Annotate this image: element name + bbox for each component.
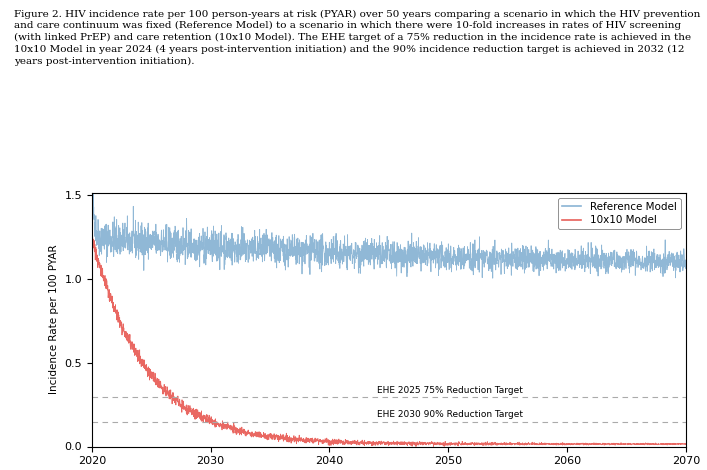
Y-axis label: Incidence Rate per 100 PYAR: Incidence Rate per 100 PYAR <box>49 245 59 394</box>
Text: EHE 2025 75% Reduction Target: EHE 2025 75% Reduction Target <box>377 385 523 395</box>
Legend: Reference Model, 10x10 Model: Reference Model, 10x10 Model <box>559 198 681 229</box>
Text: Figure 2. HIV incidence rate per 100 person-years at risk (PYAR) over 50 years c: Figure 2. HIV incidence rate per 100 per… <box>14 9 701 66</box>
Text: EHE 2030 90% Reduction Target: EHE 2030 90% Reduction Target <box>377 410 523 419</box>
